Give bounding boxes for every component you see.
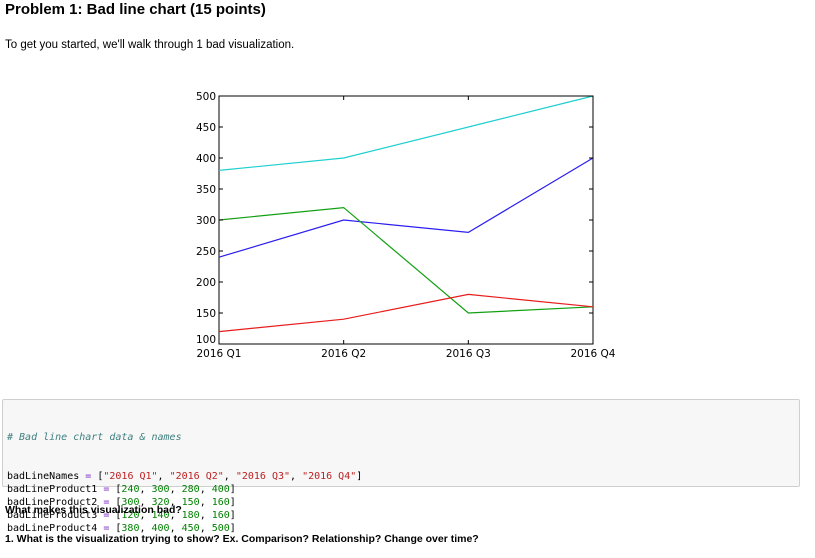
code-comma: , — [199, 523, 212, 534]
y-tick-label: 500 — [196, 91, 216, 103]
code-bracket-open: [ — [91, 471, 104, 482]
code-number: 240 — [121, 484, 140, 495]
series-line-2 — [218, 206, 594, 314]
code-operator: = — [103, 510, 110, 521]
code-line: badLineProduct3 = [120, 140, 180, 160] — [7, 509, 795, 522]
code-operator: = — [103, 523, 110, 534]
code-number: 300 — [151, 484, 170, 495]
code-line: badLineProduct4 = [380, 400, 450, 500] — [7, 522, 795, 535]
y-tick-label: 250 — [196, 246, 216, 258]
code-comma: , — [139, 497, 152, 508]
code-comma: , — [169, 523, 182, 534]
y-tick-label: 400 — [196, 153, 216, 165]
code-line: badLineProduct1 = [240, 300, 280, 400] — [7, 483, 795, 496]
series-line-3 — [218, 293, 594, 333]
tick-layer: 100 150 200 250 300 350 400 450 500 2016 Q1 2016 Q… — [196, 91, 616, 360]
code-comma: , — [139, 510, 152, 521]
intro-text: To get you started, we'll walk through 1… — [5, 39, 295, 51]
code-bracket-close: ] — [356, 471, 363, 482]
code-comma: , — [139, 484, 152, 495]
code-lines: badLineNames = ["2016 Q1", "2016 Q2", "2… — [7, 470, 795, 535]
x-tick-label: 2016 Q4 — [570, 348, 615, 360]
code-number: 380 — [121, 523, 140, 534]
code-variable: badLineProduct3 — [7, 510, 104, 521]
code-bracket-open: [ — [109, 523, 122, 534]
code-string: "2016 Q1" — [103, 471, 158, 482]
code-operator: = — [85, 471, 92, 482]
series-line-1 — [218, 157, 594, 258]
code-comma: , — [157, 471, 170, 482]
code-string: "2016 Q2" — [169, 471, 224, 482]
code-number: 160 — [211, 497, 230, 508]
code-string: "2016 Q4" — [302, 471, 357, 482]
code-string: "2016 Q3" — [235, 471, 291, 482]
y-tick-label: 100 — [196, 334, 216, 346]
code-variable: badLineProduct4 — [7, 523, 104, 534]
x-tick-label: 2016 Q2 — [321, 348, 366, 360]
code-comma: , — [169, 497, 182, 508]
code-cell[interactable]: # Bad line chart data & names badLineNam… — [2, 399, 800, 534]
code-number: 320 — [151, 497, 170, 508]
code-comma: , — [290, 471, 303, 482]
code-comma: , — [199, 510, 212, 521]
code-number: 180 — [181, 510, 200, 521]
line-chart-svg: 100 150 200 250 300 350 400 450 500 2016 Q1 2016 Q… — [196, 91, 616, 360]
problem-heading: Problem 1: Bad line chart (15 points) — [5, 1, 266, 18]
x-tick-label: 2016 Q1 — [196, 348, 241, 360]
y-tick-label: 150 — [196, 308, 216, 320]
code-bracket-open: [ — [109, 484, 122, 495]
series-line-4 — [218, 95, 594, 171]
code-comma: , — [199, 497, 212, 508]
code-bracket-close: ] — [229, 510, 236, 521]
code-line: badLineNames = ["2016 Q1", "2016 Q2", "2… — [7, 470, 795, 483]
code-bracket-close: ] — [229, 484, 236, 495]
code-bracket-close: ] — [229, 523, 236, 534]
question-1: 1. What is the visualization trying to s… — [5, 533, 479, 545]
code-comment: # Bad line chart data & names — [7, 432, 182, 443]
x-tick-label: 2016 Q3 — [446, 348, 491, 360]
series-layer — [218, 95, 594, 333]
code-operator: = — [103, 484, 110, 495]
code-number: 500 — [211, 523, 230, 534]
code-comma: , — [169, 484, 182, 495]
code-number: 120 — [121, 510, 140, 521]
code-comma: , — [223, 471, 236, 482]
code-number: 280 — [181, 484, 200, 495]
code-number: 300 — [121, 497, 140, 508]
code-comma: , — [139, 523, 152, 534]
question-heading: What makes this visualization bad? — [5, 504, 182, 516]
code-variable: badLineProduct2 — [7, 497, 104, 508]
code-bracket-open: [ — [109, 510, 122, 521]
code-line: badLineProduct2 = [300, 320, 150, 160] — [7, 496, 795, 509]
code-comma: , — [199, 484, 212, 495]
code-variable: badLineProduct1 — [7, 484, 104, 495]
y-tick-label: 450 — [196, 122, 216, 134]
code-bracket-close: ] — [229, 497, 236, 508]
code-number: 400 — [211, 484, 230, 495]
code-number: 150 — [181, 497, 200, 508]
y-tick-label: 350 — [196, 184, 216, 196]
code-number: 450 — [181, 523, 200, 534]
code-number: 400 — [151, 523, 170, 534]
line-chart: 100 150 200 250 300 350 400 450 500 2016 Q1 2016 Q… — [190, 86, 630, 366]
y-tick-label: 300 — [196, 215, 216, 227]
code-bracket-open: [ — [109, 497, 122, 508]
code-comma: , — [169, 510, 182, 521]
code-variable: badLineNames — [7, 471, 86, 482]
code-number: 160 — [211, 510, 230, 521]
code-operator: = — [103, 497, 110, 508]
y-tick-label: 200 — [196, 277, 216, 289]
code-number: 140 — [151, 510, 170, 521]
